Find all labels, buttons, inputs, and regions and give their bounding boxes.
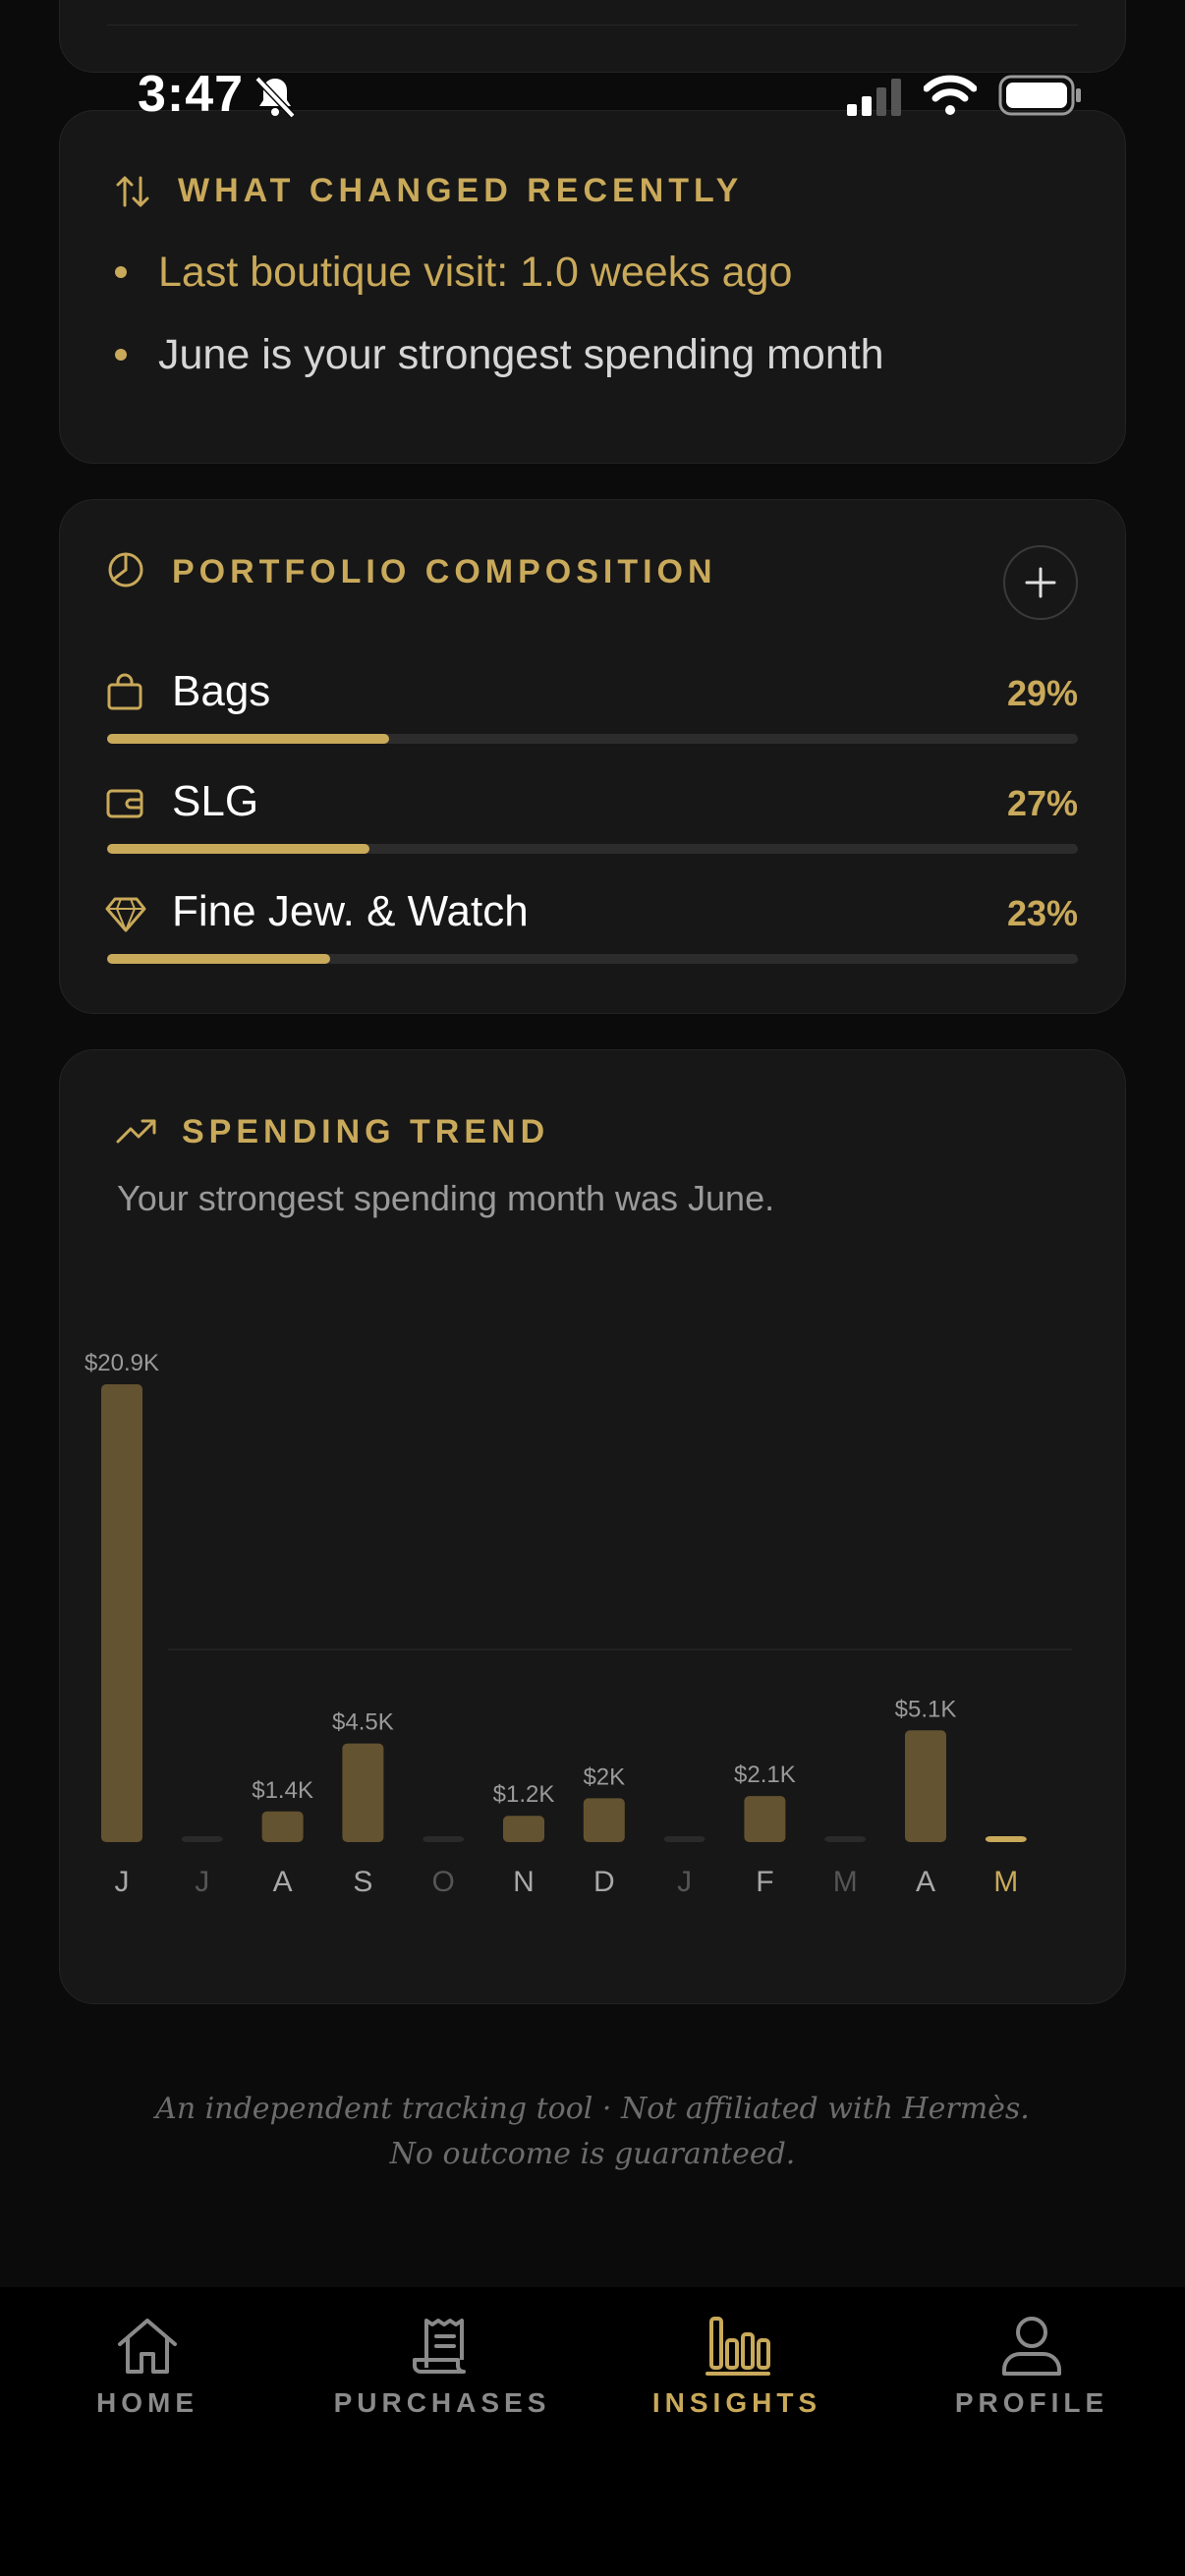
category-label: Fine Jew. & Watch xyxy=(172,887,529,935)
progress-track xyxy=(107,844,1078,854)
chart-tick-label: M xyxy=(833,1866,858,1898)
receipt-icon xyxy=(413,2319,466,2374)
progress-fill xyxy=(107,844,369,854)
nav-label: PURCHASES xyxy=(333,2387,551,2418)
chart-tick-label: O xyxy=(432,1866,455,1898)
chart-bar xyxy=(503,1816,544,1842)
wallet-icon xyxy=(106,789,143,818)
bag-icon xyxy=(107,673,142,710)
chart-bar xyxy=(423,1836,465,1842)
category-label: Bags xyxy=(172,667,271,715)
section-title: WHAT CHANGED RECENTLY xyxy=(178,172,744,209)
trending-up-icon xyxy=(116,1119,156,1144)
chart-data-label: $4.5K xyxy=(332,1709,394,1736)
previous-card xyxy=(59,0,1126,73)
divider xyxy=(107,25,1078,26)
chart-data-label: $2.1K xyxy=(734,1762,796,1788)
disclaimer: An independent tracking tool · Not affil… xyxy=(0,2087,1185,2177)
chart-bar xyxy=(342,1743,384,1842)
nav-purchases[interactable]: PURCHASES xyxy=(295,2287,590,2484)
bell-muted-icon xyxy=(254,76,296,119)
signal-icon xyxy=(847,79,901,116)
chart-data-label: $2K xyxy=(583,1764,625,1790)
category-label: SLG xyxy=(172,777,259,825)
chart-bar xyxy=(583,1798,625,1842)
chart-tick-label: D xyxy=(593,1866,615,1898)
chart-data-label: $1.2K xyxy=(493,1781,555,1808)
chart-tick-label: J xyxy=(677,1866,692,1898)
pie-chart-icon xyxy=(108,552,143,588)
chart-tick-label: S xyxy=(353,1866,372,1898)
nav-label: INSIGHTS xyxy=(651,2387,822,2418)
spending-bar-chart: $20.9K J J $1.4K A $4.5K S O $1.2K N $2K D J $2.1K F M $… xyxy=(85,1350,1072,1898)
user-icon xyxy=(1002,2317,1061,2376)
plus-icon xyxy=(1025,567,1056,598)
nav-insights[interactable]: INSIGHTS xyxy=(590,2287,884,2484)
battery-icon xyxy=(998,75,1081,116)
bullet xyxy=(115,349,127,361)
section-title: PORTFOLIO COMPOSITION xyxy=(172,553,717,590)
home-icon xyxy=(118,2319,177,2374)
diamond-icon xyxy=(105,897,146,932)
bottom-nav: HOME PURCHASES INSIGHTS PROFILE xyxy=(0,2287,1185,2576)
chart-tick-label: J xyxy=(195,1866,209,1898)
status-bar: 3:47 xyxy=(0,0,1185,177)
recent-item: June is your strongest spending month xyxy=(158,331,884,378)
bullet xyxy=(115,266,127,278)
chart-bar xyxy=(101,1384,142,1842)
category-percent: 29% xyxy=(1006,673,1078,713)
sort-arrows-icon xyxy=(116,176,149,207)
chart-bar xyxy=(663,1836,705,1842)
trend-subtitle: Your strongest spending month was June. xyxy=(117,1178,775,1218)
bar-chart-icon xyxy=(705,2317,770,2376)
disclaimer-line: An independent tracking tool · Not affil… xyxy=(155,2092,1030,2126)
recent-item: Last boutique visit: 1.0 weeks ago xyxy=(158,249,793,296)
category-percent: 23% xyxy=(1006,893,1078,933)
chart-bar xyxy=(261,1811,304,1842)
nav-label: PROFILE xyxy=(954,2387,1109,2418)
section-title: SPENDING TREND xyxy=(182,1113,550,1150)
progress-track xyxy=(107,954,1078,964)
chart-bar xyxy=(744,1796,786,1842)
disclaimer-line: No outcome is guaranteed. xyxy=(389,2137,796,2171)
chart-data-label: $1.4K xyxy=(252,1777,313,1804)
nav-label: HOME xyxy=(96,2387,198,2418)
spending-trend-card: SPENDING TREND Your strongest spending m… xyxy=(59,1049,1126,2004)
status-time: 3:47 xyxy=(138,66,245,123)
chart-bar xyxy=(905,1730,946,1842)
chart-tick-label: M xyxy=(993,1866,1018,1898)
chart-tick-label: A xyxy=(273,1866,293,1898)
category-percent: 27% xyxy=(1006,783,1078,823)
chart-tick-label: N xyxy=(513,1866,535,1898)
chart-data-label: $5.1K xyxy=(895,1696,957,1722)
portfolio-card: PORTFOLIO COMPOSITION Bags 29% SLG 27% F… xyxy=(59,499,1126,1014)
chart-tick-label: F xyxy=(756,1866,773,1898)
chart-bar xyxy=(824,1836,867,1842)
progress-fill xyxy=(107,734,389,744)
progress-fill xyxy=(107,954,331,964)
wifi-icon xyxy=(924,75,977,115)
add-button[interactable] xyxy=(1003,545,1078,620)
chart-bar xyxy=(985,1836,1027,1842)
nav-profile[interactable]: PROFILE xyxy=(884,2287,1179,2484)
chart-tick-label: J xyxy=(115,1866,130,1898)
chart-bar xyxy=(181,1836,223,1842)
recent-changes-card: WHAT CHANGED RECENTLY Last boutique visi… xyxy=(59,110,1126,464)
chart-data-label: $20.9K xyxy=(85,1350,159,1376)
chart-tick-label: A xyxy=(916,1866,935,1898)
nav-home[interactable]: HOME xyxy=(0,2287,295,2484)
progress-track xyxy=(107,734,1078,744)
